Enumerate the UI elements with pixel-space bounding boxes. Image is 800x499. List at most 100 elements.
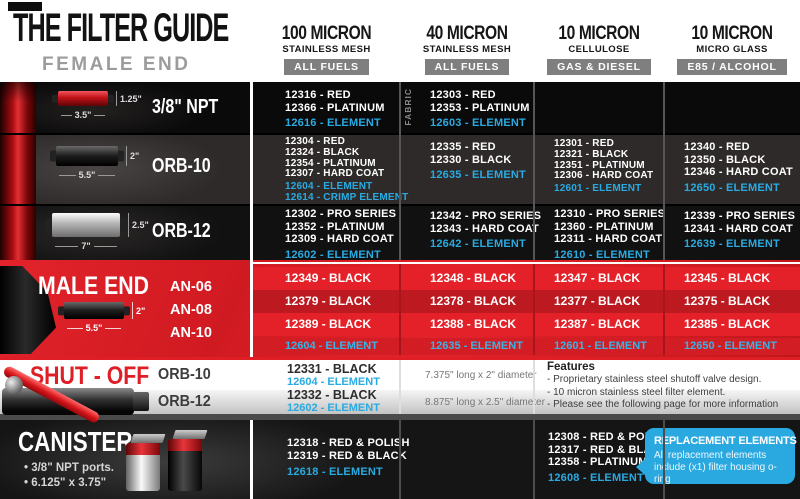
canister-bullet: • 3/8" NPT ports.: [24, 462, 114, 474]
parts-cell: 12316 - RED 12366 - PLATINUM 12616 - ELE…: [285, 89, 385, 130]
element-number: 12650 - ELEMENT: [684, 181, 780, 194]
dimension-length: 3.5": [74, 110, 92, 120]
part-number: 12353 - PLATINUM: [430, 101, 530, 114]
part-number: 12308 - RED & POLISH: [548, 431, 671, 443]
filter-illustration-black-male: 2" 5.5": [64, 302, 145, 333]
part-number: 12301 - RED: [554, 138, 615, 149]
row-label-orb10: ORB-10: [158, 366, 211, 383]
row-label-orb10: ORB-10: [152, 155, 211, 177]
element-number: 12602 - ELEMENT: [285, 248, 381, 261]
shutoff-valve-outlet: [133, 392, 149, 411]
part-number: 12358 - PLATINUM: [548, 456, 648, 468]
column-header-10-micron-cellulose: 10 MICRON CELLULOSE GAS & DIESEL: [534, 24, 664, 75]
part-number: 12340 - RED: [684, 141, 750, 153]
column-media-label: STAINLESS MESH: [422, 44, 512, 55]
row-label-orb12: ORB-12: [152, 220, 211, 242]
corner-mark: [8, 2, 42, 11]
part-number: 12377 - BLACK: [554, 294, 641, 308]
part-number: 12319 - RED & BLACK: [287, 450, 407, 462]
column-divider-main: [250, 82, 253, 357]
row-label-orb12: ORB-12: [158, 393, 211, 410]
part-number: 12318 - RED & POLISH: [287, 437, 410, 449]
dimension-length: 7": [81, 241, 91, 251]
size-note: 7.375" long x 2" diameter: [425, 370, 537, 381]
column-divider: [663, 82, 665, 260]
column-divider: [399, 420, 401, 499]
mount-bracket: [130, 434, 166, 443]
part-number: 12379 - BLACK: [285, 294, 372, 308]
part-number: 12339 - PRO SERIES: [684, 210, 796, 222]
element-number: 12602 - ELEMENT: [287, 402, 380, 414]
feature-item: - Please see the following page for more…: [547, 399, 779, 410]
features-title: Features: [547, 361, 595, 373]
parts-cell: 12331 - BLACK 12604 - ELEMENT: [287, 362, 380, 389]
parts-cell: 12335 - RED 12330 - BLACK 12635 - ELEMEN…: [430, 141, 526, 182]
column-header-100-micron: 100 MICRON STAINLESS MESH ALL FUELS: [253, 24, 400, 75]
column-divider-main: [250, 420, 253, 499]
dimension-length: 5.5": [78, 170, 96, 180]
element-number: 12604 - ELEMENT: [285, 340, 378, 352]
element-number: 12601 - ELEMENT: [554, 340, 647, 352]
element-number: 12604 - ELEMENT: [285, 181, 373, 193]
part-number: 12324 - BLACK: [285, 146, 360, 158]
element-number: 12601 - ELEMENT: [554, 183, 642, 195]
element-number: 12603 - ELEMENT: [430, 117, 526, 129]
table-row-an10: 12389 - BLACK 12388 - BLACK 12387 - BLAC…: [253, 313, 800, 336]
divider-line: [253, 262, 800, 264]
part-number: 12366 - PLATINUM: [285, 101, 385, 114]
column-divider: [399, 82, 401, 260]
dimension-height: 2.5": [128, 213, 149, 237]
part-number: 12332 - BLACK: [287, 388, 377, 402]
part-number: 12354 - PLATINUM: [285, 157, 376, 169]
part-number: 12321 - BLACK: [554, 148, 629, 160]
part-number: 12345 - BLACK: [684, 271, 771, 285]
part-number: 12350 - BLACK: [684, 153, 766, 166]
size-note: 8.875" long x 2.5" diameter: [425, 397, 545, 408]
female-end-heading: FEMALE END: [42, 54, 191, 75]
column-micron-label: 40 MICRON: [426, 23, 508, 44]
parts-cell: 12302 - PRO SERIES 12352 - PLATINUM 1230…: [285, 208, 396, 261]
shutoff-valve-hinge: [5, 376, 23, 394]
element-number: 12610 - ELEMENT: [554, 248, 650, 261]
column-header-10-micron-microglass: 10 MICRON MICRO GLASS E85 / ALCOHOL: [664, 24, 800, 75]
parts-cell: 12332 - BLACK 12602 - ELEMENT: [287, 388, 380, 415]
callout-title: REPLACEMENT ELEMENTS: [654, 435, 797, 447]
column-media-label: MICRO GLASS: [696, 44, 768, 55]
part-number: 12331 - BLACK: [287, 362, 377, 376]
male-end-heading: MALE END: [38, 272, 149, 300]
dimension-height: 2": [126, 146, 139, 166]
canister-bullet: • 6.125" x 3.75": [24, 477, 107, 489]
part-number: 12378 - BLACK: [430, 294, 517, 308]
fuel-compatibility-badge: ALL FUELS: [284, 59, 369, 75]
part-number: 12349 - BLACK: [285, 271, 372, 285]
canister-heading: CANISTER: [18, 426, 133, 457]
part-number: 12352 - PLATINUM: [285, 220, 385, 233]
part-number: 12348 - BLACK: [430, 271, 517, 285]
column-divider: [663, 264, 665, 355]
column-divider: [533, 360, 535, 414]
table-row-male-elements: 12604 - ELEMENT 12635 - ELEMENT 12601 - …: [253, 338, 800, 355]
part-number: 12303 - RED: [430, 89, 496, 101]
part-number: 12316 - RED: [285, 89, 351, 101]
column-micron-label: 100 MICRON: [281, 23, 372, 44]
part-number: 12307 - HARD COAT: [285, 168, 385, 180]
part-number: 12343 - HARD COAT: [430, 222, 539, 235]
part-number: 12387 - BLACK: [554, 317, 641, 331]
part-number: 12330 - BLACK: [430, 153, 512, 166]
part-number: 12341 - HARD COAT: [684, 222, 793, 235]
callout-body: All replacement elements include (x1) fi…: [654, 450, 777, 485]
element-number: 12650 - ELEMENT: [684, 340, 777, 352]
part-number: 12311 - HARD COAT: [554, 233, 663, 245]
parts-cell: 12308 - RED & POLISH 12317 - RED & BLACK…: [548, 431, 671, 484]
row-label-an06: AN-06: [170, 279, 212, 295]
parts-cell: 12304 - RED 12324 - BLACK 12354 - PLATIN…: [285, 136, 409, 204]
header: THE FILTER GUIDE FEMALE END 100 MICRON S…: [0, 0, 800, 82]
dimension-length: 5.5": [85, 323, 103, 333]
part-number: 12304 - RED: [285, 136, 346, 147]
fuel-compatibility-badge: ALL FUELS: [424, 59, 510, 75]
dimension-height: 2": [132, 302, 145, 319]
row-label-npt: 3/8" NPT: [152, 96, 219, 118]
feature-item: - Proprietary stainless steel shutoff va…: [547, 374, 762, 385]
part-number: 12351 - PLATINUM: [554, 159, 645, 171]
features-block: Features - Proprietary stainless steel s…: [547, 361, 778, 412]
